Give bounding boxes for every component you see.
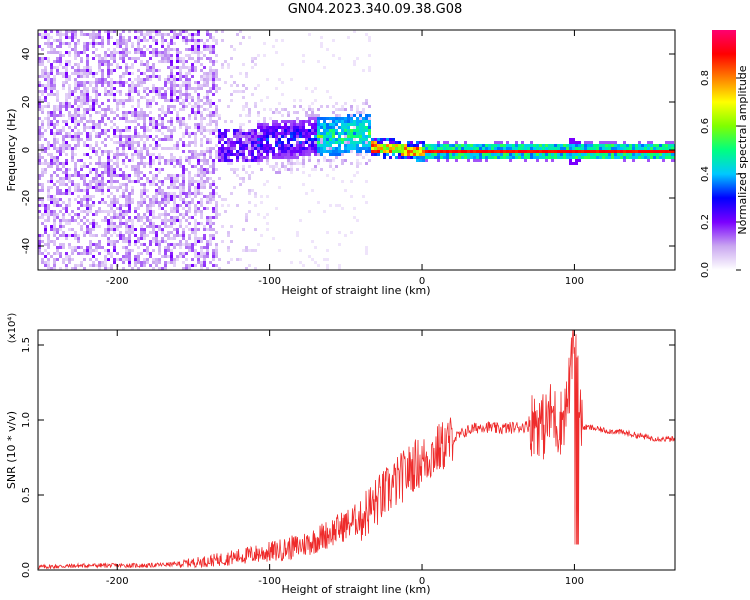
snr-axes: -200 -100 0 100 0.0 0.5 1.0 1.5 [21,330,675,587]
figure-title: GN04.2023.340.09.38.G08 [287,2,463,17]
snr-y-label: SNR (10 * v/v) [5,411,18,489]
spectrogram-y-tick-label: -40 [21,238,32,254]
snr-x-label: Height of straight line (km) [281,583,430,596]
colorbar-tick-label: 0.6 [700,118,711,134]
colorbar-tick-label: 0.0 [700,262,711,278]
spectrogram-y-tick-label: 40 [21,48,32,61]
spectrogram-x-label: Height of straight line (km) [281,284,430,297]
snr-y-tick-label: 0.0 [21,562,32,578]
colorbar-axis: 0.0 0.2 0.4 0.6 0.8 [700,70,741,278]
snr-x-tick-label: -100 [258,576,281,587]
snr-y-tick-label: 1.0 [21,412,32,428]
snr-frame [37,329,676,571]
colorbar-tick-label: 0.4 [700,166,711,182]
spectrogram-y-tick-label: 0 [21,147,32,153]
spectrogram-y-label: Frequency (Hz) [5,109,18,192]
snr-y-tick-label: 0.5 [21,487,32,503]
snr-x-tick-label: 0 [419,576,425,587]
snr-y-tick-label: 1.5 [21,337,32,353]
spectrogram-x-tick-label: 0 [419,276,425,287]
colorbar [712,30,736,270]
colorbar-tick-label: 0.2 [700,214,711,230]
spectrogram-x-tick-label: -100 [258,276,281,287]
spectrogram-y-tick-label: 20 [21,96,32,109]
spectrogram-heatmap [38,30,675,270]
snr-x-tick-label: 100 [565,576,584,587]
snr-series-line [38,330,675,570]
spectrogram-x-tick-label: 100 [565,276,584,287]
spectrogram-x-tick-label: -200 [106,276,129,287]
snr-multiplier-label: (x10⁴) [7,313,18,344]
spectrogram-y-tick-label: -20 [21,190,32,206]
snr-line-plot [38,330,675,570]
colorbar-tick-label: 0.8 [700,70,711,86]
snr-x-tick-label: -200 [106,576,129,587]
colorbar-label: Normalized spectral amplitude [736,65,749,234]
